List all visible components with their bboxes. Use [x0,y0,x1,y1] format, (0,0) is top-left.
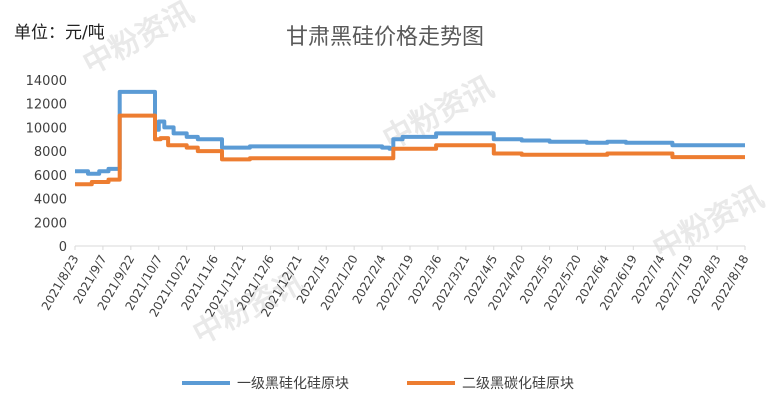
x-axis: 2021/8/232021/9/72021/9/222021/10/72021/… [39,246,752,319]
unit-label: 单位：元/吨 [14,23,105,43]
y-tick-label: 14000 [26,74,67,89]
y-axis: 14000 12000 10000 8000 6000 4000 2000 0 [26,74,67,255]
series-line-2 [75,113,745,187]
chart-title: 甘肃黑硅价格走势图 [286,25,484,50]
y-tick-label: 2000 [34,216,67,231]
y-tick-label: 12000 [26,98,67,113]
y-tick-label: 4000 [34,193,67,208]
y-tick-label: 10000 [26,121,67,136]
series-line-1 [75,89,745,176]
legend: 一级黑硅化硅原块 二级黑碳化硅原块 [182,376,574,392]
series-layer [75,89,745,187]
legend-label: 一级黑硅化硅原块 [237,376,349,392]
y-tick-label: 6000 [34,169,67,184]
y-tick-label: 8000 [34,145,67,160]
y-tick-label: 0 [59,240,67,255]
watermark-text: 中粉资讯 [647,180,769,267]
legend-label: 二级黑碳化硅原块 [462,376,574,392]
x-tick-label: 2021/8/23 [39,253,82,313]
